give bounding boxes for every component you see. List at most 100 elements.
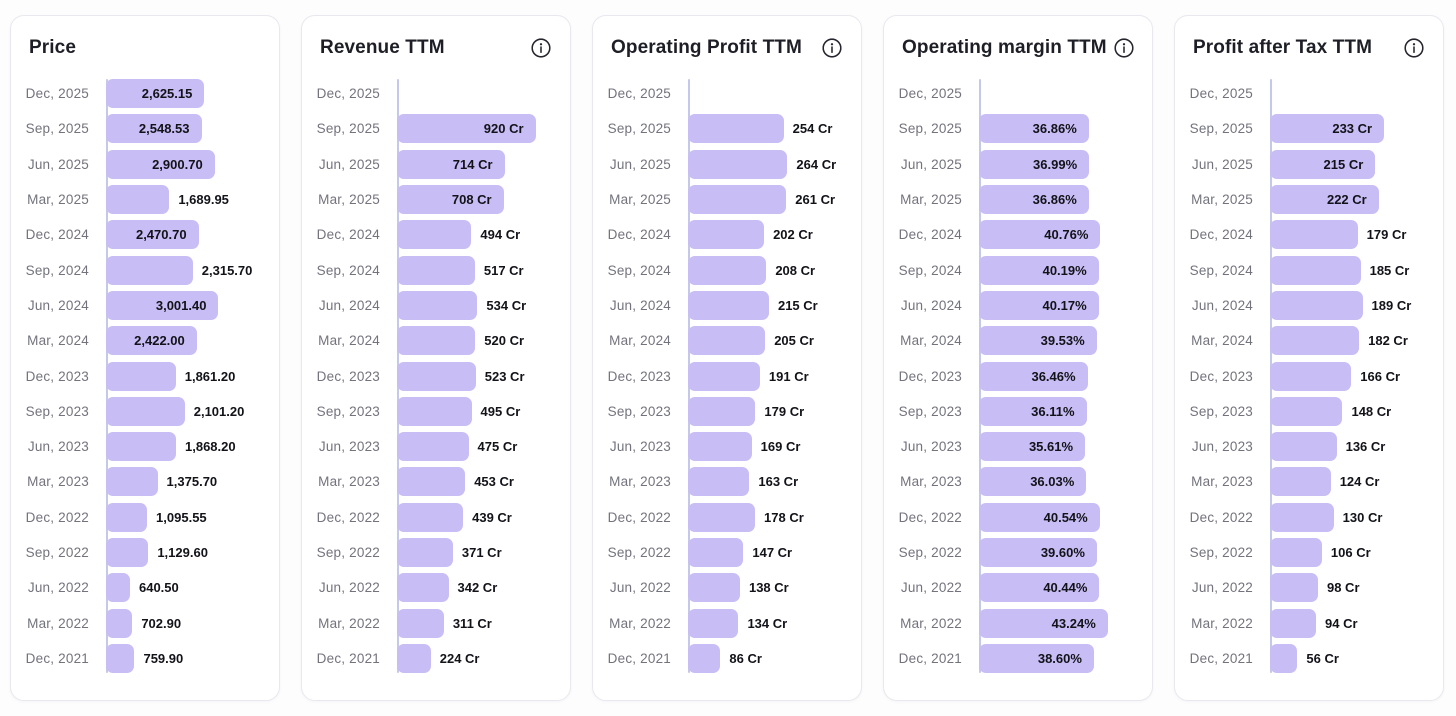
bar[interactable] bbox=[106, 502, 148, 532]
bar[interactable]: 222 Cr bbox=[1270, 185, 1379, 215]
bar[interactable] bbox=[1270, 432, 1337, 462]
info-circle-icon[interactable] bbox=[1113, 37, 1135, 59]
bar-value-label: 2,548.53 bbox=[138, 121, 190, 137]
bar[interactable]: 39.53% bbox=[979, 326, 1097, 356]
bar[interactable] bbox=[1270, 608, 1317, 638]
bar[interactable] bbox=[397, 255, 475, 285]
bar[interactable]: 38.60% bbox=[979, 643, 1094, 673]
bar[interactable] bbox=[688, 290, 769, 320]
bar[interactable]: 2,422.00 bbox=[106, 326, 197, 356]
bar[interactable] bbox=[397, 432, 469, 462]
bar[interactable] bbox=[688, 220, 765, 250]
bar[interactable] bbox=[397, 326, 476, 356]
bar[interactable] bbox=[397, 290, 478, 320]
bar[interactable]: 36.86% bbox=[979, 185, 1089, 215]
bar-value-label: 36.99% bbox=[1033, 156, 1078, 172]
bar[interactable]: 36.99% bbox=[979, 149, 1090, 179]
bar[interactable]: 40.19% bbox=[979, 255, 1099, 285]
row-date-label: Mar, 2025 bbox=[1191, 192, 1253, 208]
bar[interactable] bbox=[688, 326, 766, 356]
bar[interactable] bbox=[1270, 326, 1360, 356]
bar[interactable]: 233 Cr bbox=[1270, 114, 1385, 144]
bar[interactable] bbox=[397, 467, 466, 497]
chart-row: Sep, 2022 39.60% bbox=[884, 535, 1142, 570]
bar[interactable]: 40.54% bbox=[979, 502, 1100, 532]
bar[interactable]: 2,900.70 bbox=[106, 149, 215, 179]
bar[interactable] bbox=[106, 396, 185, 426]
bar[interactable]: 714 Cr bbox=[397, 149, 505, 179]
bar-value-label: 311 Cr bbox=[452, 615, 492, 631]
bar-value-label: 261 Cr bbox=[795, 192, 836, 208]
bar[interactable]: 920 Cr bbox=[397, 114, 536, 144]
bar-value-label: 517 Cr bbox=[483, 262, 524, 278]
bar[interactable] bbox=[1270, 255, 1361, 285]
bar[interactable] bbox=[1270, 573, 1318, 603]
bar[interactable] bbox=[106, 185, 170, 215]
bar[interactable] bbox=[1270, 290, 1363, 320]
bar[interactable] bbox=[688, 114, 784, 144]
bar[interactable]: 2,548.53 bbox=[106, 114, 202, 144]
bar[interactable] bbox=[1270, 467, 1331, 497]
bar[interactable] bbox=[688, 149, 788, 179]
bar[interactable] bbox=[1270, 396, 1343, 426]
bar[interactable] bbox=[688, 432, 752, 462]
bar-value-label: 36.86% bbox=[1032, 121, 1077, 137]
bar[interactable] bbox=[106, 608, 133, 638]
bar[interactable] bbox=[397, 573, 449, 603]
row-date-label: Sep, 2022 bbox=[607, 545, 671, 560]
bar[interactable] bbox=[397, 502, 464, 532]
bar[interactable] bbox=[688, 643, 721, 673]
bar[interactable]: 36.46% bbox=[979, 361, 1088, 391]
bar[interactable]: 36.86% bbox=[979, 114, 1089, 144]
bar[interactable]: 43.24% bbox=[979, 608, 1108, 638]
bar[interactable] bbox=[688, 467, 750, 497]
bar[interactable] bbox=[397, 643, 431, 673]
bar[interactable] bbox=[106, 432, 176, 462]
bar[interactable] bbox=[397, 220, 472, 250]
bar[interactable]: 35.61% bbox=[979, 432, 1086, 462]
bar[interactable]: 36.11% bbox=[979, 396, 1087, 426]
bar[interactable] bbox=[106, 573, 130, 603]
bar[interactable] bbox=[106, 643, 135, 673]
bar-value-label: 40.76% bbox=[1044, 227, 1089, 243]
bar[interactable]: 36.03% bbox=[979, 467, 1087, 497]
bar[interactable] bbox=[106, 255, 193, 285]
bar[interactable] bbox=[688, 361, 760, 391]
bar[interactable]: 3,001.40 bbox=[106, 290, 219, 320]
bar[interactable]: 40.17% bbox=[979, 290, 1099, 320]
bar[interactable] bbox=[1270, 538, 1322, 567]
bar[interactable] bbox=[106, 361, 176, 391]
bar[interactable] bbox=[688, 502, 756, 532]
bar-value-label: 39.53% bbox=[1040, 333, 1085, 349]
bar[interactable] bbox=[688, 185, 787, 215]
bar[interactable] bbox=[397, 361, 476, 391]
bar[interactable] bbox=[106, 467, 158, 497]
bar[interactable] bbox=[688, 538, 744, 567]
bar[interactable]: 2,470.70 bbox=[106, 220, 199, 250]
bar[interactable] bbox=[106, 538, 149, 567]
bar[interactable] bbox=[1270, 220, 1358, 250]
bar[interactable]: 40.76% bbox=[979, 220, 1101, 250]
bar[interactable] bbox=[688, 255, 767, 285]
bar[interactable] bbox=[1270, 502, 1334, 532]
bar[interactable]: 215 Cr bbox=[1270, 149, 1376, 179]
bar-value-label: 36.11% bbox=[1031, 403, 1075, 419]
bar[interactable] bbox=[688, 573, 740, 603]
bar[interactable] bbox=[1270, 361, 1352, 391]
bar[interactable] bbox=[688, 608, 739, 638]
bar[interactable] bbox=[1270, 643, 1298, 673]
bar-value-label: 136 Cr bbox=[1345, 439, 1386, 455]
chart-row: Dec, 2022 130 Cr bbox=[1175, 500, 1433, 535]
bar[interactable]: 2,625.15 bbox=[106, 79, 205, 109]
info-circle-icon[interactable] bbox=[1403, 37, 1425, 59]
bar[interactable]: 39.60% bbox=[979, 538, 1097, 567]
metric-card-operating-margin-ttm: Operating margin TTM Dec, 2025 Sep, 2025 3… bbox=[883, 15, 1153, 701]
info-circle-icon[interactable] bbox=[821, 37, 843, 59]
bar[interactable]: 708 Cr bbox=[397, 185, 504, 215]
info-circle-icon[interactable] bbox=[530, 37, 552, 59]
bar[interactable]: 40.44% bbox=[979, 573, 1100, 603]
bar[interactable] bbox=[688, 396, 756, 426]
bar[interactable] bbox=[397, 608, 444, 638]
bar[interactable] bbox=[397, 396, 472, 426]
bar[interactable] bbox=[397, 538, 453, 567]
